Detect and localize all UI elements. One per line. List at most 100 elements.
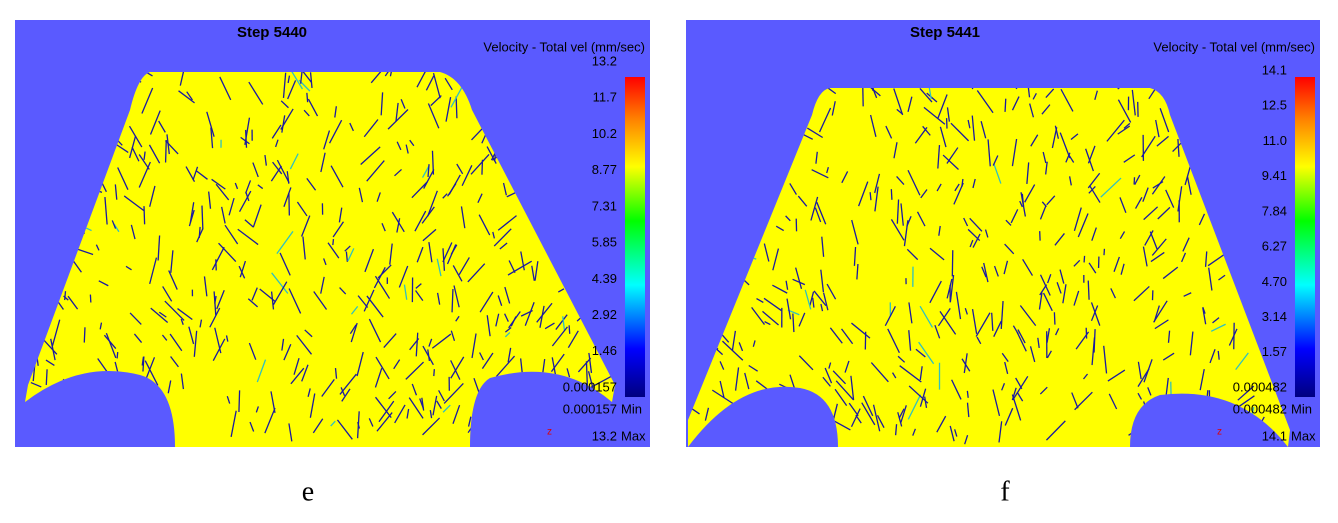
velocity-arrow <box>416 72 431 88</box>
velocity-arrow <box>304 329 313 338</box>
velocity-arrow <box>332 221 344 238</box>
velocity-arrow <box>1117 125 1131 135</box>
velocity-arrow <box>429 410 433 419</box>
velocity-arrow <box>983 262 989 283</box>
velocity-arrow <box>144 357 156 381</box>
velocity-arrow <box>551 357 557 375</box>
velocity-arrow <box>448 174 461 195</box>
velocity-arrow <box>1004 243 1015 255</box>
velocity-arrow <box>1021 193 1025 207</box>
velocity-arrow <box>1073 259 1081 267</box>
velocity-arrow <box>1038 292 1043 310</box>
velocity-arrow <box>1212 317 1220 324</box>
velocity-arrow <box>1123 122 1131 129</box>
velocity-arrow <box>1075 331 1090 350</box>
velocity-arrow <box>330 165 344 188</box>
velocity-arrow <box>811 169 829 179</box>
velocity-arrow <box>1123 154 1136 163</box>
velocity-arrow <box>822 376 831 387</box>
velocity-arrow <box>64 291 67 301</box>
velocity-arrow <box>423 169 435 189</box>
velocity-arrow <box>363 289 375 312</box>
velocity-arrow <box>471 333 477 359</box>
velocity-arrow <box>157 235 161 261</box>
velocity-arrow <box>1068 176 1072 186</box>
velocity-arrow <box>916 211 926 227</box>
velocity-arrow <box>1039 386 1048 395</box>
velocity-arrow <box>1093 329 1096 353</box>
max-value: 14.1 <box>1262 428 1287 443</box>
velocity-arrow <box>356 411 360 439</box>
velocity-arrow <box>271 272 289 294</box>
velocity-arrow <box>206 111 215 137</box>
velocity-arrow <box>436 258 442 277</box>
velocity-arrow <box>928 88 932 100</box>
velocity-arrow <box>993 265 999 277</box>
velocity-arrow <box>1209 349 1216 364</box>
velocity-arrow <box>450 86 463 108</box>
velocity-arrow <box>193 330 198 357</box>
velocity-arrow <box>452 404 461 424</box>
velocity-arrow <box>1177 139 1180 157</box>
legend-title: Velocity - Total vel (mm/sec) <box>1153 39 1315 54</box>
velocity-arrow <box>381 223 386 232</box>
velocity-arrow <box>1039 284 1048 296</box>
velocity-arrow <box>1107 369 1126 382</box>
velocity-arrow <box>841 171 849 184</box>
velocity-arrow <box>588 352 593 374</box>
colorbar <box>1295 77 1315 397</box>
velocity-arrow <box>143 206 146 225</box>
velocity-arrow <box>162 286 173 302</box>
velocity-arrow <box>1045 88 1055 98</box>
velocity-arrow <box>907 169 921 196</box>
velocity-arrow <box>216 290 225 310</box>
velocity-arrow <box>1029 346 1036 363</box>
velocity-arrow <box>98 280 109 287</box>
velocity-arrow <box>467 416 472 427</box>
velocity-arrow <box>131 146 140 162</box>
velocity-arrow <box>1087 145 1096 164</box>
caption: f <box>1000 476 1010 507</box>
velocity-arrow <box>966 402 970 418</box>
velocity-arrow <box>414 210 427 232</box>
velocity-arrow <box>67 295 79 310</box>
velocity-arrow <box>1237 385 1255 401</box>
velocity-arrow <box>264 154 267 166</box>
velocity-arrow <box>422 417 441 436</box>
velocity-arrow <box>479 352 484 361</box>
velocity-arrow <box>116 351 119 359</box>
velocity-arrow <box>215 183 230 201</box>
velocity-arrow <box>1120 263 1125 275</box>
velocity-arrow <box>504 313 509 322</box>
velocity-arrow <box>427 164 430 177</box>
velocity-arrow <box>785 215 791 222</box>
velocity-arrow <box>344 245 351 252</box>
velocity-arrow <box>1089 185 1101 203</box>
velocity-arrow <box>288 288 302 314</box>
velocity-arrow <box>1137 361 1142 380</box>
velocity-arrow <box>891 372 897 379</box>
velocity-arrow <box>1088 186 1096 194</box>
velocity-arrow <box>251 287 258 301</box>
velocity-arrow <box>442 193 448 199</box>
velocity-arrow <box>470 154 490 175</box>
velocity-arrow <box>203 276 208 297</box>
velocity-arrow <box>438 390 445 402</box>
velocity-arrow <box>186 91 193 101</box>
velocity-arrow <box>409 139 415 147</box>
velocity-arrow <box>893 142 898 159</box>
velocity-arrow <box>981 266 987 278</box>
velocity-arrow <box>1182 237 1190 252</box>
velocity-arrow <box>349 122 354 132</box>
velocity-arrow <box>919 366 923 381</box>
velocity-arrow <box>117 167 129 190</box>
velocity-arrow <box>936 183 942 192</box>
velocity-arrow <box>416 246 424 263</box>
velocity-arrow <box>1162 266 1179 280</box>
velocity-arrow <box>188 209 195 227</box>
velocity-arrow <box>309 72 313 89</box>
velocity-arrow <box>914 126 928 144</box>
velocity-arrow <box>869 114 877 137</box>
velocity-arrow <box>208 191 212 209</box>
velocity-arrow <box>792 313 795 333</box>
